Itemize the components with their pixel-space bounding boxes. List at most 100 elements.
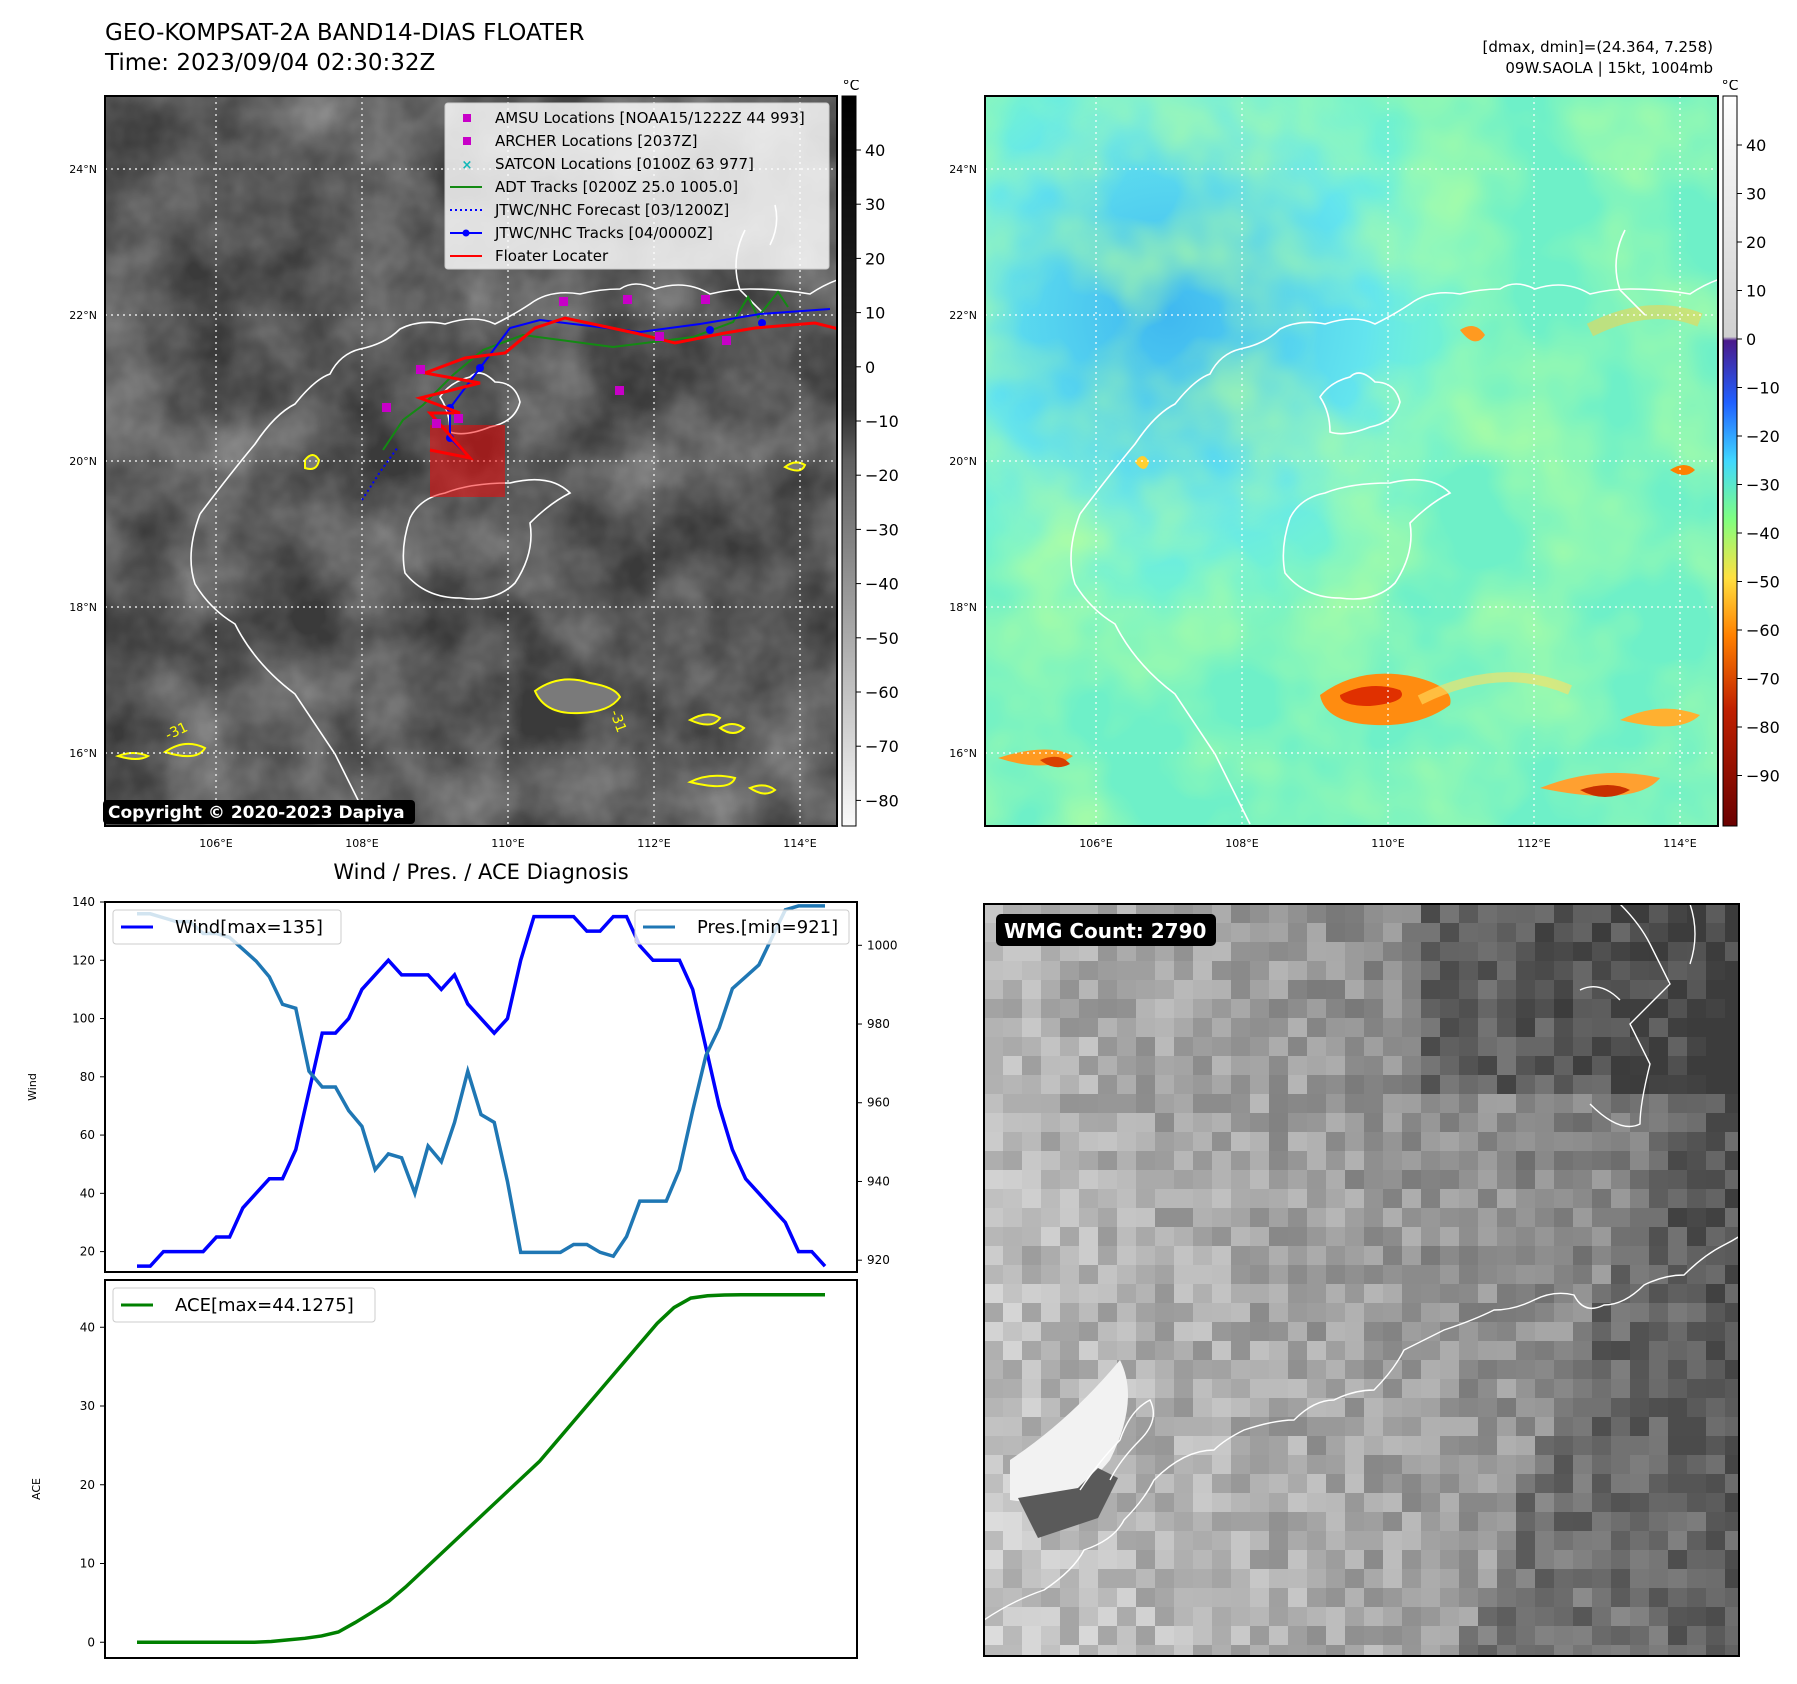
wmg-pixel	[1307, 1094, 1327, 1114]
wmg-pixel	[1383, 1094, 1403, 1114]
wmg-pixel	[1307, 1113, 1327, 1133]
wmg-pixel	[1611, 1189, 1631, 1209]
wmg-pixel	[1174, 1398, 1194, 1418]
wmg-pixel	[1573, 1341, 1593, 1361]
y-right-tick-label: 980	[867, 1017, 890, 1031]
wmg-pixel	[1136, 1512, 1156, 1532]
wmg-pixel	[984, 1626, 1004, 1646]
wmg-bright-region	[1010, 1360, 1128, 1502]
wmg-pixel	[1535, 1493, 1555, 1513]
wmg-pixel	[1440, 1037, 1460, 1057]
wmg-pixel	[1516, 904, 1536, 924]
wmg-pixel	[1478, 1550, 1498, 1570]
wmg-pixel	[1535, 1645, 1555, 1656]
ace-legend	[112, 1287, 376, 1323]
wmg-pixel	[1497, 1075, 1517, 1095]
wmg-pixel	[1326, 1360, 1346, 1380]
wmg-pixel	[1706, 1474, 1726, 1494]
wmg-pixel	[1592, 1151, 1612, 1171]
wmg-pixel	[1440, 1398, 1460, 1418]
wmg-pixel	[1288, 1360, 1308, 1380]
wmg-pixel	[1060, 942, 1080, 962]
wmg-pixel	[1630, 923, 1650, 943]
wmg-pixel	[1573, 1037, 1593, 1057]
legend-label: Floater Locater	[495, 247, 609, 265]
wmg-pixel	[1022, 1417, 1042, 1437]
wmg-pixel	[1193, 1037, 1213, 1057]
wmg-pixel	[1554, 1607, 1574, 1627]
wmg-pixel	[1497, 1379, 1517, 1399]
wmg-pixel	[1231, 1151, 1251, 1171]
wmg-pixel	[1725, 1056, 1739, 1076]
pressure-legend	[634, 909, 850, 945]
wmg-pixel	[1497, 1607, 1517, 1627]
wmg-pixel	[1497, 904, 1517, 924]
wmg-pixel	[1706, 1569, 1726, 1589]
wmg-pixel	[1326, 1227, 1346, 1247]
wmg-pixel	[1630, 1094, 1650, 1114]
wmg-pixel	[1079, 1189, 1099, 1209]
wmg-pixel	[1117, 942, 1137, 962]
wmg-pixel	[1345, 1379, 1365, 1399]
wmg-pixel	[1459, 1265, 1479, 1285]
storm-info-label: 09W.SAOLA | 15kt, 1004mb	[1505, 59, 1713, 77]
wmg-pixel	[1383, 1322, 1403, 1342]
wmg-pixel	[1649, 1113, 1669, 1133]
wmg-pixel	[1060, 1170, 1080, 1190]
wmg-pixel	[1155, 1189, 1175, 1209]
wmg-pixel	[1269, 1284, 1289, 1304]
wmg-pixel	[984, 1379, 1004, 1399]
wmg-pixel	[1174, 1113, 1194, 1133]
wmg-pixel	[1573, 1132, 1593, 1152]
wmg-pixel	[1630, 999, 1650, 1019]
wmg-pixel	[1478, 980, 1498, 1000]
wmg-pixel	[1706, 1436, 1726, 1456]
wmg-pixel	[1459, 1303, 1479, 1323]
wmg-pixel	[1212, 1436, 1232, 1456]
wmg-pixel	[1345, 1531, 1365, 1551]
wmg-pixel	[1478, 1398, 1498, 1418]
wmg-pixel	[1155, 1569, 1175, 1589]
wmg-pixel	[1307, 923, 1327, 943]
wmg-pixel	[1288, 1170, 1308, 1190]
wmg-pixel	[1706, 1018, 1726, 1038]
wmg-pixel	[1459, 1341, 1479, 1361]
wmg-pixel	[1250, 1645, 1270, 1656]
amsu-markers	[382, 295, 731, 428]
wmg-pixel	[1383, 1113, 1403, 1133]
wmg-pixel	[1250, 1303, 1270, 1323]
wmg-pixel	[1725, 1417, 1739, 1437]
wmg-pixel	[1269, 942, 1289, 962]
wmg-pixel	[1706, 961, 1726, 981]
wmg-pixel	[1231, 1037, 1251, 1057]
wmg-pixel	[1269, 1341, 1289, 1361]
wmg-pixel	[1630, 1645, 1650, 1656]
wmg-pixel	[1288, 942, 1308, 962]
wmg-pixel	[1592, 1170, 1612, 1190]
wmg-pixel	[1611, 1265, 1631, 1285]
wmg-pixel	[1269, 961, 1289, 981]
wmg-pixel	[1155, 1113, 1175, 1133]
wmg-pixel	[1136, 1417, 1156, 1437]
wmg-pixel	[1535, 1322, 1555, 1342]
wmg-pixel	[1250, 1151, 1270, 1171]
wmg-pixel	[1421, 1322, 1441, 1342]
wmg-pixel	[1535, 1550, 1555, 1570]
wmg-pixel	[1440, 1588, 1460, 1608]
wmg-pixel	[1516, 1455, 1536, 1475]
wmg-pixel	[1535, 1189, 1555, 1209]
wmg-pixel	[1307, 1227, 1327, 1247]
wmg-pixel	[1250, 1227, 1270, 1247]
wmg-pixel	[1630, 1265, 1650, 1285]
wmg-pixel	[1003, 942, 1023, 962]
wmg-pixel	[1478, 1075, 1498, 1095]
wmg-pixel	[984, 1018, 1004, 1038]
wmg-pixel	[1554, 1512, 1574, 1532]
wmg-pixel	[1706, 923, 1726, 943]
wmg-pixel	[1060, 1588, 1080, 1608]
wmg-pixel	[1193, 1474, 1213, 1494]
wmg-pixel	[1136, 999, 1156, 1019]
wmg-pixel	[1155, 1075, 1175, 1095]
y-right-tick-label: 960	[867, 1096, 890, 1110]
wmg-pixel	[1269, 1208, 1289, 1228]
